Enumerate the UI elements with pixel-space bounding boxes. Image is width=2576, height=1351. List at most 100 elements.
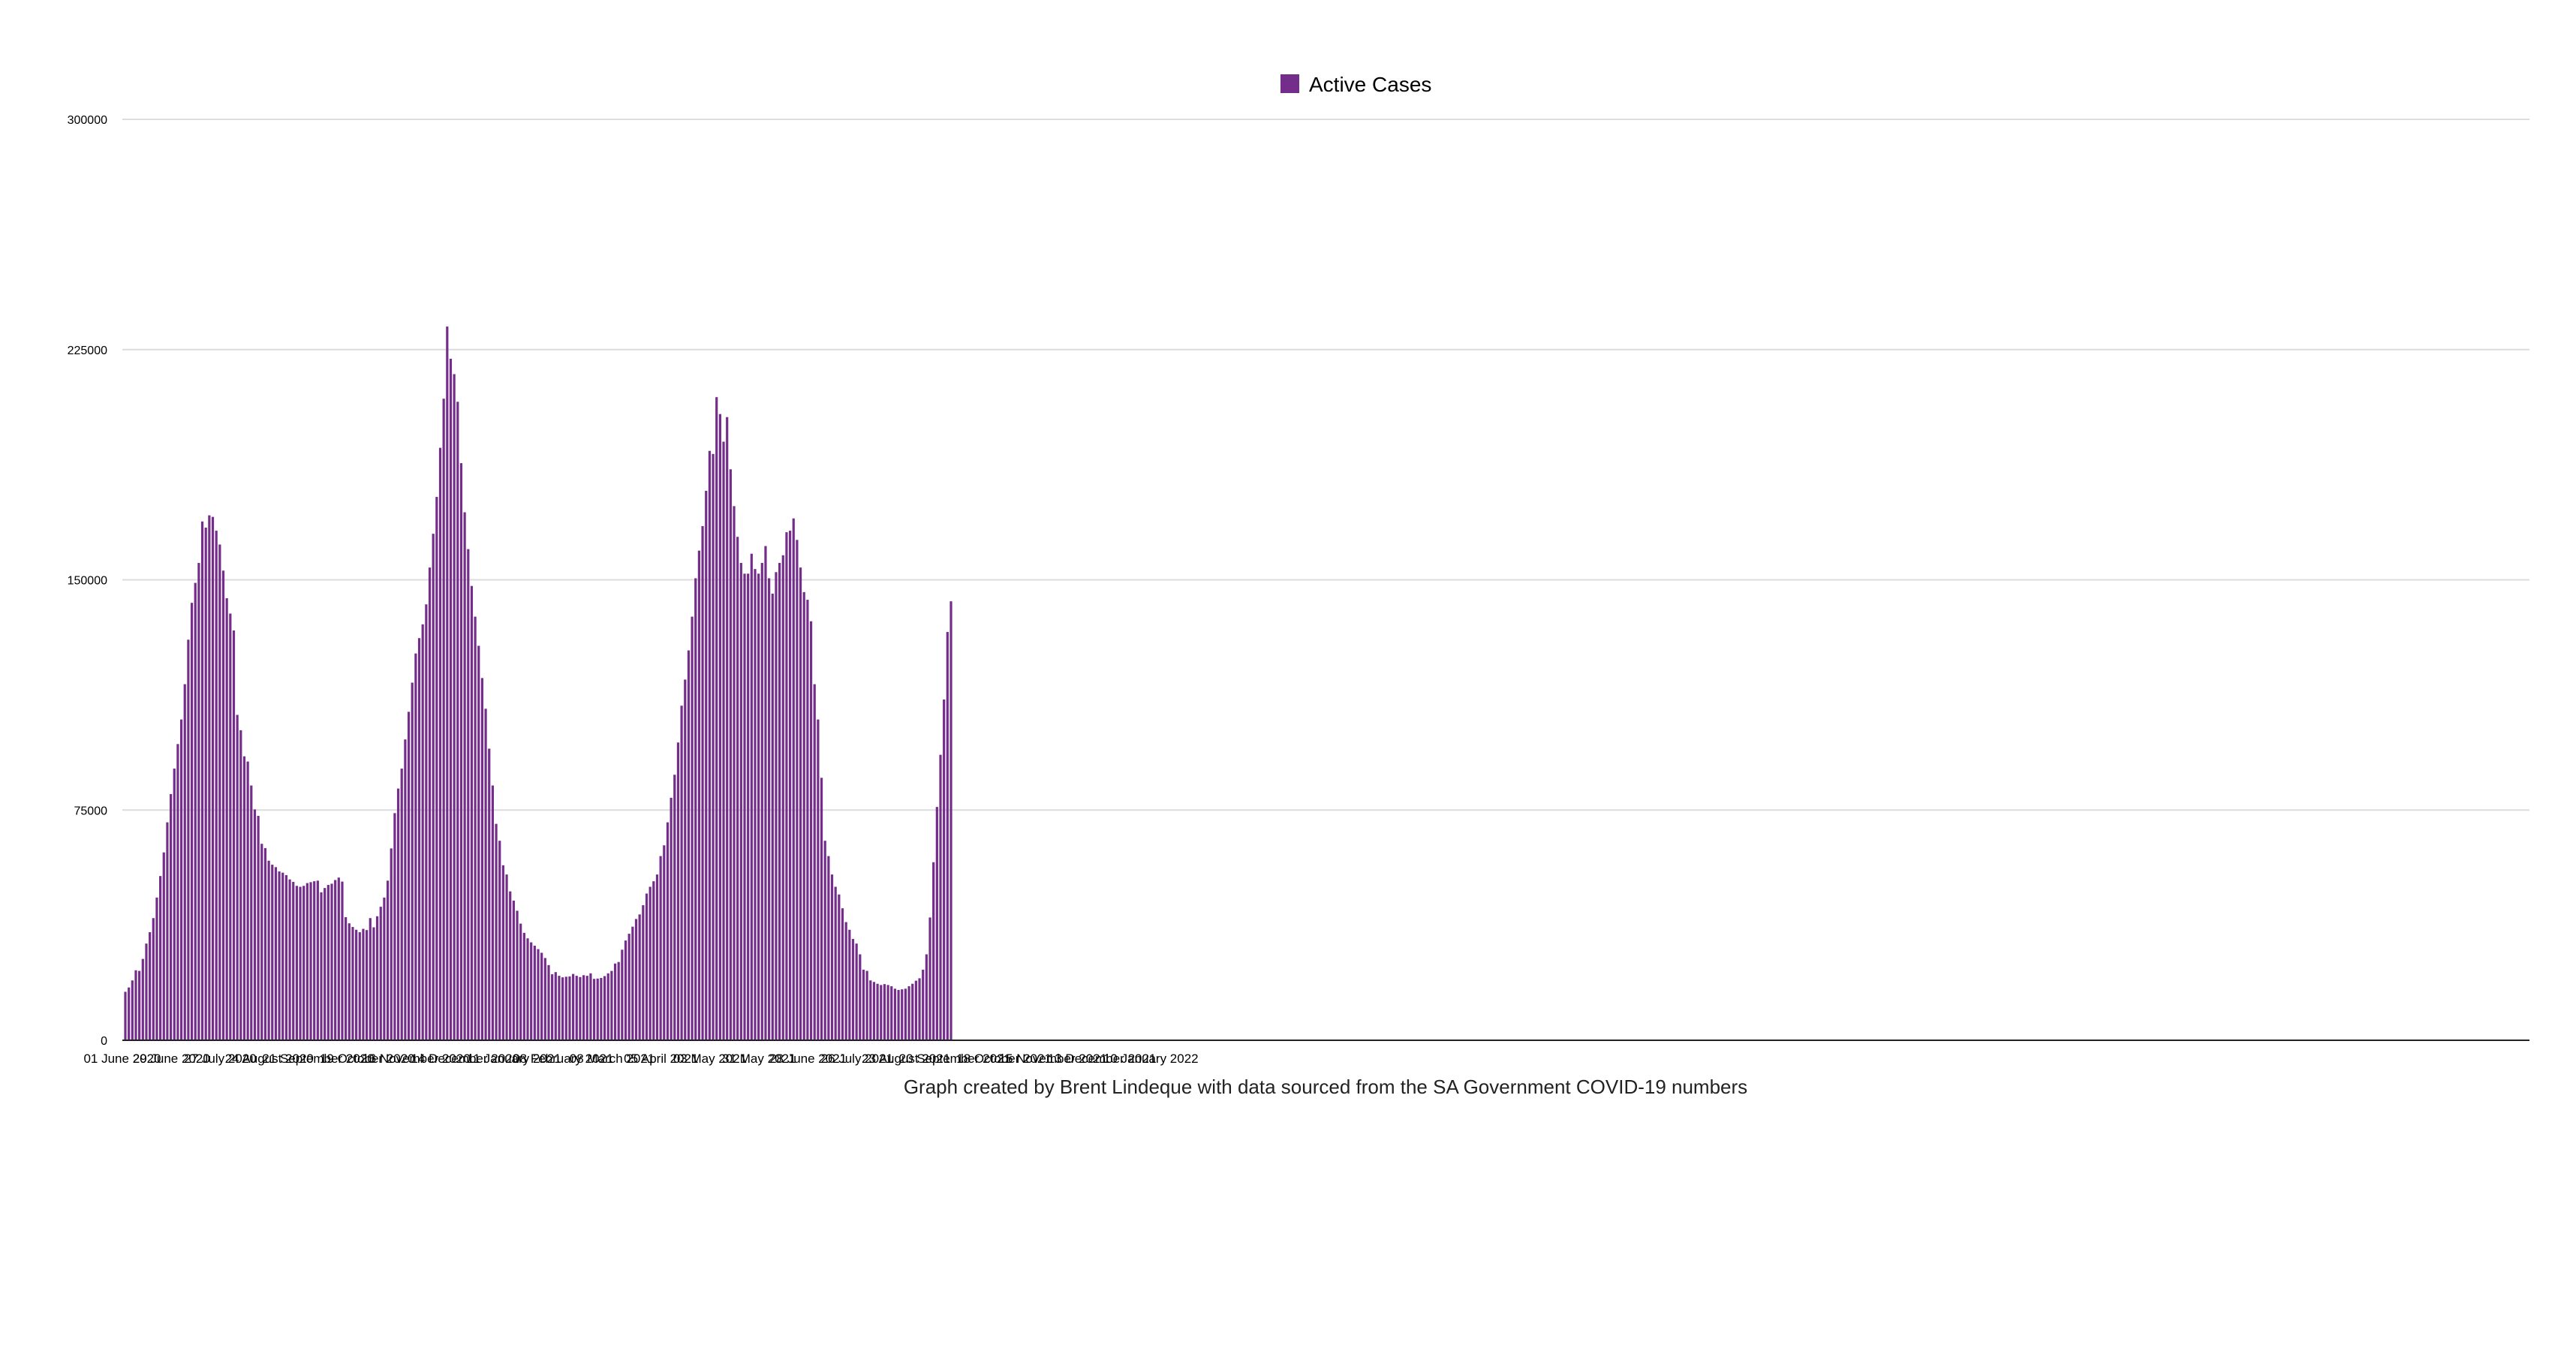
bar bbox=[592, 979, 596, 1040]
bar bbox=[876, 983, 879, 1040]
bar bbox=[366, 930, 369, 1040]
x-tick-label: 08 March 2021 bbox=[570, 1052, 655, 1066]
bar bbox=[250, 785, 253, 1040]
bar bbox=[603, 976, 606, 1040]
bar bbox=[456, 402, 459, 1040]
bar bbox=[747, 573, 750, 1040]
bar bbox=[589, 973, 592, 1040]
bar bbox=[204, 527, 207, 1040]
bar bbox=[166, 822, 169, 1040]
bar bbox=[785, 532, 788, 1040]
bar bbox=[316, 880, 319, 1040]
bar bbox=[907, 986, 910, 1040]
bar bbox=[274, 867, 278, 1040]
bar bbox=[561, 977, 564, 1040]
bar bbox=[474, 616, 477, 1040]
bar bbox=[446, 326, 449, 1040]
bar bbox=[470, 585, 474, 1040]
bar bbox=[540, 952, 543, 1040]
bar bbox=[925, 954, 928, 1040]
bar bbox=[372, 927, 375, 1040]
bar bbox=[467, 549, 470, 1040]
bar bbox=[197, 563, 200, 1040]
bar bbox=[606, 973, 609, 1040]
bar bbox=[488, 748, 491, 1040]
bar bbox=[477, 645, 480, 1040]
bar bbox=[897, 989, 900, 1040]
bar bbox=[337, 877, 340, 1040]
bar bbox=[834, 886, 837, 1040]
y-tick-label: 150000 bbox=[68, 575, 107, 588]
x-tick-label: 28 June 2021 bbox=[769, 1052, 847, 1066]
bar bbox=[530, 942, 533, 1040]
bar bbox=[928, 917, 931, 1040]
bar bbox=[302, 886, 305, 1040]
x-tick-label: 23 August 2021 bbox=[862, 1052, 950, 1066]
bar bbox=[516, 910, 519, 1040]
bar bbox=[830, 874, 834, 1040]
bar bbox=[281, 872, 284, 1040]
bar bbox=[260, 844, 263, 1040]
bar bbox=[943, 700, 946, 1040]
bar bbox=[883, 984, 886, 1040]
bar bbox=[642, 905, 645, 1040]
bar bbox=[134, 970, 137, 1040]
bar bbox=[841, 908, 844, 1040]
bar bbox=[215, 531, 218, 1040]
bar bbox=[796, 540, 799, 1040]
bar bbox=[453, 374, 456, 1041]
bar bbox=[533, 946, 536, 1040]
bar bbox=[582, 975, 585, 1040]
bar bbox=[718, 414, 721, 1040]
bar bbox=[659, 856, 662, 1040]
bar bbox=[705, 490, 708, 1040]
y-axis-tick-labels: 0 75000 150000 225000 300000 bbox=[68, 114, 107, 1048]
bar bbox=[809, 621, 813, 1040]
bar bbox=[221, 570, 225, 1040]
bar bbox=[505, 874, 508, 1040]
bar bbox=[579, 976, 582, 1040]
bar bbox=[652, 881, 655, 1040]
bar bbox=[414, 653, 417, 1040]
bar bbox=[491, 785, 494, 1040]
bar bbox=[621, 949, 624, 1040]
bar bbox=[886, 985, 889, 1040]
bar bbox=[295, 886, 298, 1040]
bar bbox=[655, 874, 659, 1040]
bar bbox=[670, 797, 673, 1040]
bar bbox=[267, 860, 270, 1040]
bar bbox=[421, 624, 424, 1040]
bar bbox=[617, 961, 620, 1040]
bar bbox=[827, 856, 830, 1040]
bar bbox=[676, 742, 680, 1040]
bar bbox=[369, 918, 372, 1040]
bar bbox=[859, 954, 862, 1040]
bar bbox=[351, 927, 354, 1040]
bar bbox=[257, 816, 260, 1040]
bar bbox=[680, 706, 683, 1040]
bar bbox=[813, 684, 816, 1040]
x-tick-label: 31 May 2021 bbox=[722, 1052, 796, 1066]
bar bbox=[575, 976, 578, 1040]
x-tick-label: 26 July 2021 bbox=[821, 1052, 893, 1066]
legend-label-active-cases: Active Cases bbox=[1309, 73, 1431, 96]
bar bbox=[390, 848, 393, 1041]
bar bbox=[145, 943, 148, 1040]
bar bbox=[313, 881, 316, 1040]
bar bbox=[551, 974, 554, 1040]
bar bbox=[771, 593, 774, 1040]
bar bbox=[568, 976, 571, 1040]
bar bbox=[638, 914, 641, 1040]
bars-active-cases bbox=[124, 326, 952, 1041]
bar bbox=[781, 555, 784, 1040]
bar bbox=[299, 886, 302, 1040]
bar bbox=[288, 879, 291, 1040]
bar bbox=[334, 880, 337, 1040]
bar bbox=[162, 852, 165, 1040]
bar bbox=[645, 893, 649, 1040]
bar bbox=[757, 573, 760, 1040]
bar bbox=[379, 907, 382, 1040]
bar bbox=[194, 582, 197, 1040]
bar bbox=[901, 989, 904, 1040]
bar bbox=[712, 453, 715, 1040]
